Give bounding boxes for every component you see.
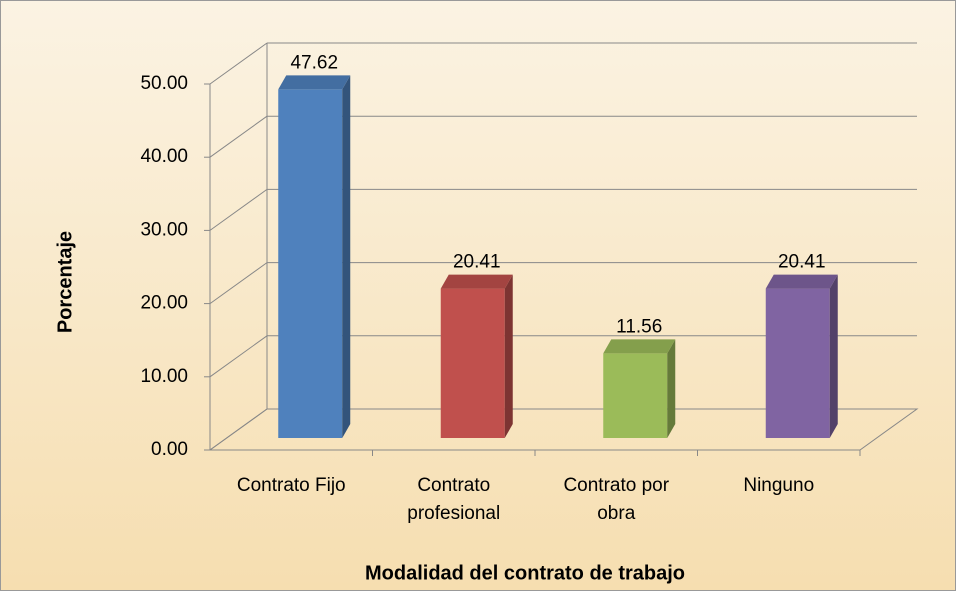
grid-line: [209, 42, 268, 85]
bar: [765, 274, 838, 438]
bar-side: [667, 339, 676, 438]
bar-top: [440, 274, 513, 289]
bar-side: [829, 274, 838, 438]
grid-line: [209, 115, 268, 158]
x-tick-label: Ninguno: [743, 475, 814, 496]
y-tick-label: 40.00: [140, 146, 188, 167]
bar-top: [765, 274, 838, 289]
bar-top: [603, 339, 676, 354]
x-tick-label: obra: [597, 503, 635, 524]
y-tick-label: 0.00: [151, 439, 188, 460]
x-tick-label: Contrato: [417, 475, 490, 496]
bar-front: [603, 353, 668, 438]
x-axis-title: Modalidad del contrato de trabajo: [365, 562, 685, 584]
y-tick-label: 50.00: [140, 73, 188, 94]
bar-side: [342, 75, 351, 438]
bar-top: [278, 75, 351, 90]
bar-front: [765, 288, 830, 438]
y-axis-title: Porcentaje: [54, 231, 76, 333]
bar: [603, 339, 676, 438]
bar-side: [504, 274, 513, 438]
x-tick-label: Contrato Fijo: [237, 475, 346, 496]
data-label: 20.41: [453, 252, 501, 273]
bar-front: [440, 288, 505, 438]
y-tick-label: 10.00: [140, 366, 188, 387]
data-label: 20.41: [778, 252, 826, 273]
y-tick-label: 30.00: [140, 219, 188, 240]
grid-line: [209, 335, 268, 378]
grid-line: [209, 408, 268, 451]
grid-line: [209, 188, 268, 231]
data-label: 47.62: [290, 52, 338, 73]
y-tick-label: 20.00: [140, 293, 188, 314]
bar: [440, 274, 513, 438]
x-tick-label: Contrato por: [563, 475, 669, 496]
x-tick-label: profesional: [407, 503, 500, 524]
data-label: 11.56: [616, 316, 662, 337]
bar-front: [278, 89, 343, 438]
bar: [278, 75, 351, 438]
grid-line: [209, 262, 268, 305]
